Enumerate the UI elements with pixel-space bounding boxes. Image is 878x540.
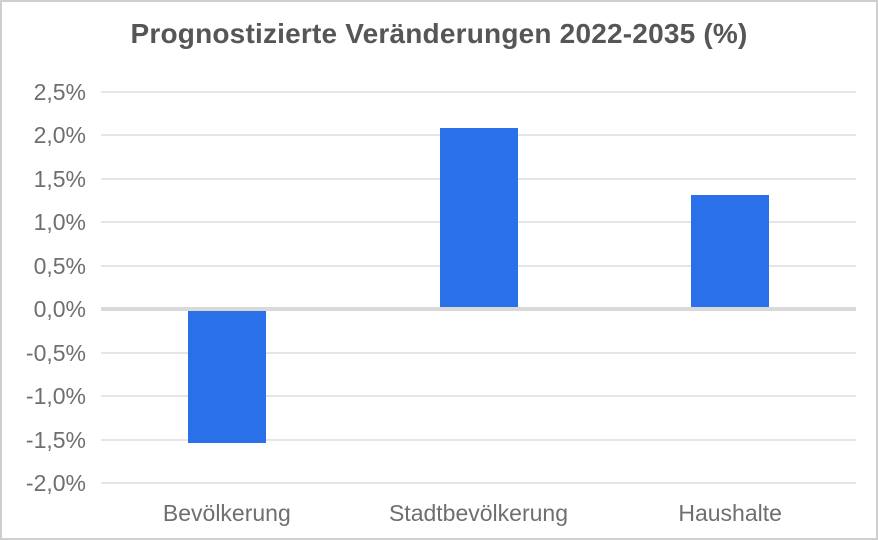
x-category-label: Stadtbevölkerung bbox=[388, 500, 568, 526]
y-tick-label: -0,5% bbox=[25, 339, 86, 366]
y-tick-label: 2,0% bbox=[33, 122, 86, 149]
y-tick-label: -1,5% bbox=[25, 426, 86, 453]
x-category-label: Bevölkerung bbox=[162, 500, 291, 526]
gridline bbox=[101, 482, 856, 484]
bar-stadtbevölkerung bbox=[439, 128, 518, 310]
bar-bevölkerung bbox=[187, 309, 266, 444]
y-tick-label: -1,0% bbox=[25, 383, 86, 410]
gridline bbox=[101, 438, 856, 441]
x-category-label: Haushalte bbox=[678, 500, 782, 526]
y-tick-label: 1,5% bbox=[33, 165, 86, 192]
y-tick-label: 0,5% bbox=[33, 252, 86, 279]
gridline bbox=[101, 91, 856, 93]
gridline bbox=[101, 351, 856, 354]
y-tick-label: 1,0% bbox=[33, 209, 86, 236]
y-tick-label: -2,0% bbox=[25, 470, 86, 496]
zero-axis-line bbox=[101, 307, 856, 312]
bar-haushalte bbox=[691, 194, 770, 310]
y-tick-label: 0,0% bbox=[33, 296, 86, 323]
y-tick-label: 2,5% bbox=[33, 79, 86, 105]
gridline bbox=[101, 395, 856, 398]
chart-title: Prognostizierte Veränderungen 2022-2035 … bbox=[130, 18, 748, 49]
